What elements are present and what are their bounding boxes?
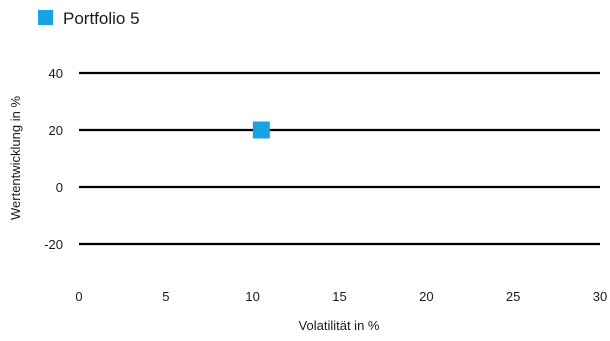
y-tick-label: -20 [44,237,63,252]
x-tick-label: 30 [593,289,607,304]
gridlines [79,71,600,246]
y-tick-label: 0 [56,180,63,195]
legend-swatch [38,10,53,25]
y-axis-ticks: -20 0 20 40 [44,66,63,252]
x-axis-ticks: 0 5 10 15 20 25 30 [75,289,607,304]
y-tick-label: 40 [49,66,63,81]
x-tick-label: 5 [162,289,169,304]
x-tick-label: 20 [419,289,433,304]
legend-label: Portfolio 5 [63,9,140,28]
data-points [252,121,270,139]
data-point [252,121,270,139]
y-tick-label: 20 [49,123,63,138]
x-tick-label: 0 [75,289,82,304]
x-axis-title: Volatilität in % [299,318,380,333]
x-tick-label: 15 [332,289,346,304]
legend: Portfolio 5 [38,9,140,28]
y-axis-title: Wertentwicklung in % [8,96,23,220]
x-tick-label: 10 [245,289,259,304]
x-tick-label: 25 [506,289,520,304]
